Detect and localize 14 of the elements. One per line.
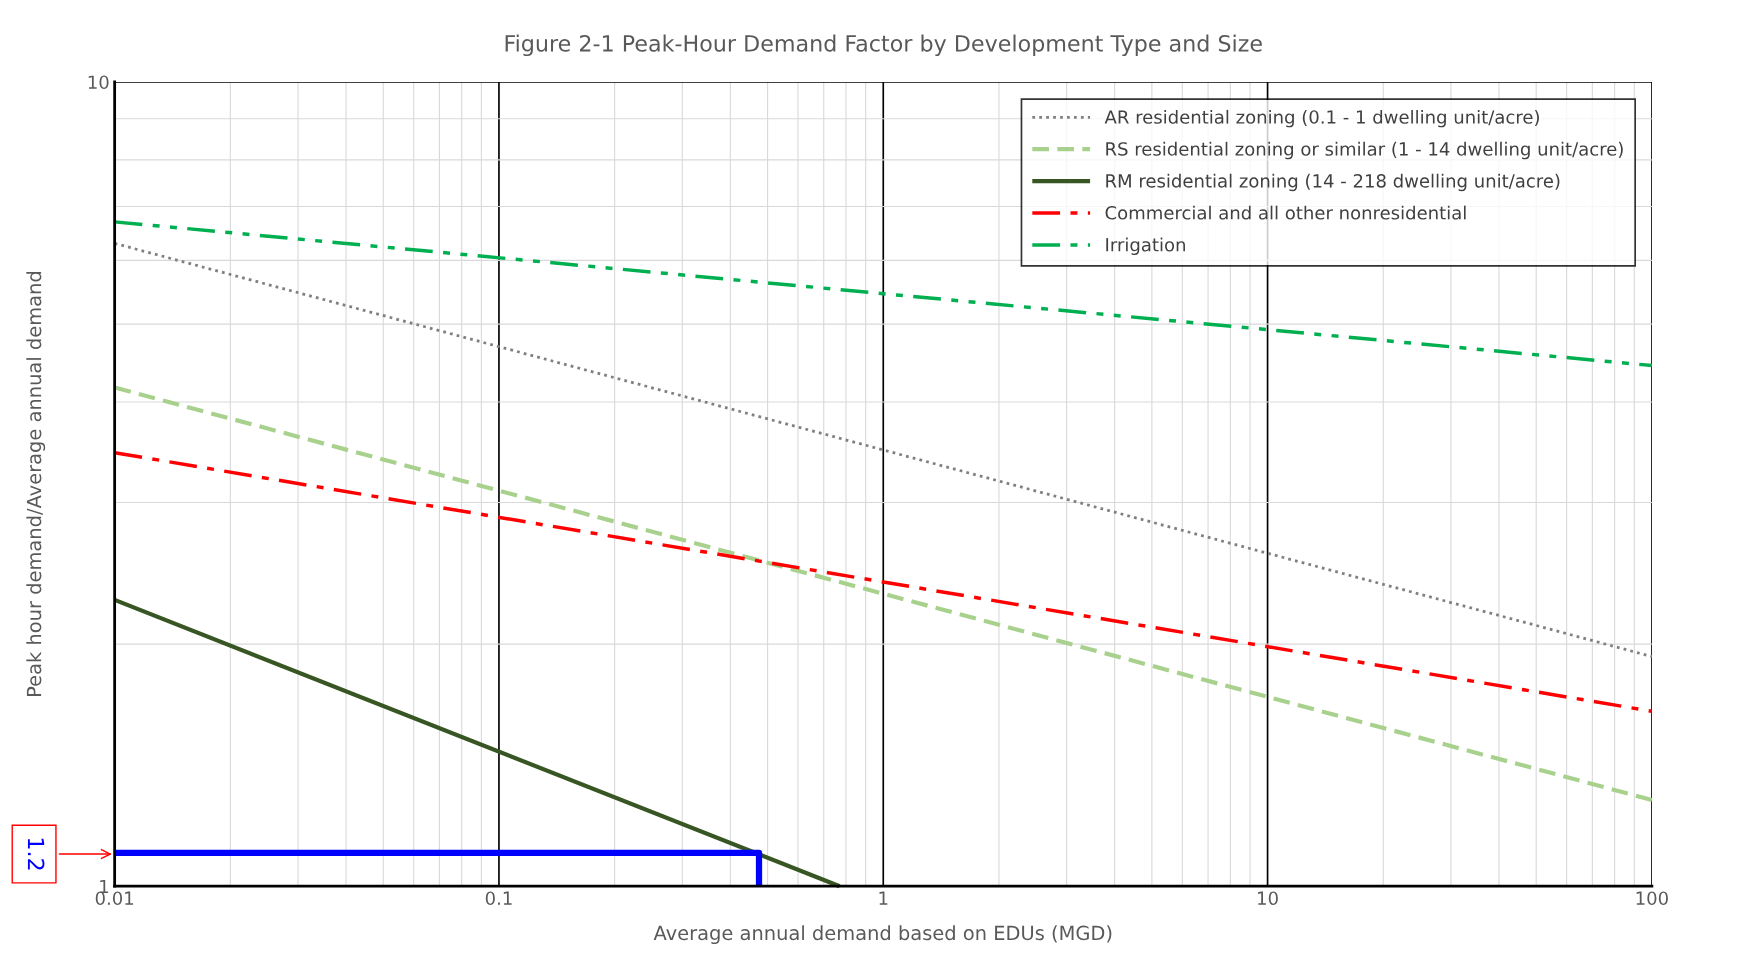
x-tick-label: 10 (1258, 891, 1278, 906)
x-tick-label: 0.1 (485, 891, 512, 906)
x-tick-label: 0.01 (95, 891, 134, 906)
legend-label: Irrigation (1106, 237, 1185, 256)
legend-label: RM residential zoning (14 - 218 dwelling unit/acre) (1106, 173, 1560, 192)
legend-label: Commercial and all other nonresidential (1105, 205, 1466, 220)
legend-label: AR residential zoning (0.1 - 1 dwelling unit/acre) (1104, 109, 1539, 128)
x-tick-label: 1 (879, 891, 888, 905)
x-tick-label: 100 (1636, 891, 1668, 906)
legend-label: RS residential zoning or similar (1 - 14 dwelling unit/acre) (1106, 141, 1623, 160)
chart-title: Figure 2-1 Peak-Hour Demand Factor by Development Type and Size (505, 34, 1262, 57)
text: 1.2 (27, 838, 45, 870)
y-axis-title: Peak hour demand/Average annual demand (26, 272, 46, 697)
x-axis-title: Average annual demand based on EDUs (MGD) (653, 925, 1112, 945)
